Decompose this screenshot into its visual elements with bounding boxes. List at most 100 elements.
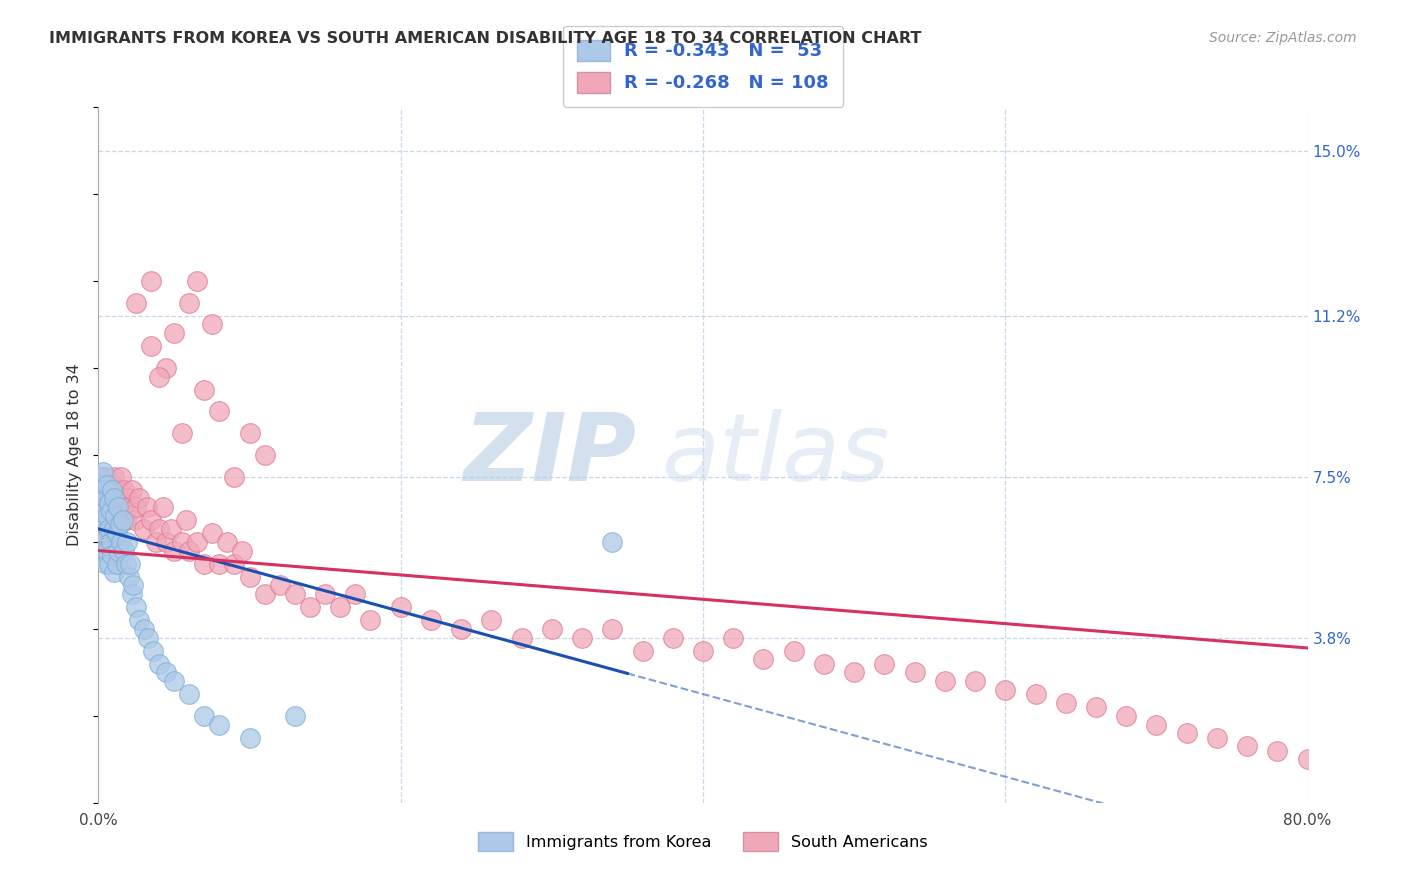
Point	[100, 534, 122, 549]
Point	[105, 557, 128, 571]
Point	[132, 522, 155, 536]
Point	[111, 500, 134, 514]
Point	[208, 717, 231, 731]
Point	[253, 587, 276, 601]
Point	[692, 643, 714, 657]
Point	[141, 513, 163, 527]
Point	[90, 513, 112, 527]
Point	[110, 534, 132, 549]
Text: atlas: atlas	[661, 409, 890, 500]
Point	[91, 500, 114, 514]
Point	[239, 570, 262, 584]
Point	[112, 543, 135, 558]
Point	[122, 578, 145, 592]
Point	[141, 339, 163, 353]
Point	[269, 578, 291, 592]
Y-axis label: Disability Age 18 to 34: Disability Age 18 to 34	[67, 364, 83, 546]
Point	[1054, 696, 1077, 710]
Point	[148, 657, 170, 671]
Point	[360, 613, 382, 627]
Point	[107, 513, 129, 527]
Point	[118, 570, 141, 584]
Point	[155, 665, 177, 680]
Point	[96, 543, 118, 558]
Point	[93, 491, 115, 506]
Point	[108, 517, 131, 532]
Point	[103, 491, 125, 506]
Point	[1206, 731, 1229, 745]
Point	[208, 557, 231, 571]
Point	[115, 534, 138, 549]
Point	[90, 478, 112, 492]
Point	[163, 674, 186, 689]
Point	[299, 600, 322, 615]
Point	[94, 500, 117, 514]
Point	[163, 543, 186, 558]
Point	[110, 469, 132, 483]
Point	[128, 491, 150, 506]
Point	[141, 274, 163, 288]
Point	[100, 543, 122, 558]
Point	[215, 534, 238, 549]
Point	[114, 557, 136, 571]
Point	[155, 360, 177, 375]
Point	[124, 513, 146, 527]
Point	[314, 587, 336, 601]
Point	[344, 587, 367, 601]
Point	[148, 369, 170, 384]
Point	[96, 508, 118, 523]
Point	[179, 543, 201, 558]
Point	[155, 534, 177, 549]
Point	[571, 631, 593, 645]
Point	[125, 600, 148, 615]
Point	[602, 534, 624, 549]
Point	[135, 500, 157, 514]
Point	[510, 631, 533, 645]
Point	[631, 643, 654, 657]
Point	[100, 504, 122, 518]
Point	[90, 513, 112, 527]
Point	[115, 491, 138, 506]
Point	[201, 526, 224, 541]
Point	[145, 534, 167, 549]
Point	[98, 557, 121, 571]
Point	[160, 522, 183, 536]
Point	[193, 557, 215, 571]
Point	[934, 674, 956, 689]
Point	[103, 522, 125, 536]
Point	[94, 491, 117, 506]
Point	[108, 500, 131, 514]
Point	[98, 522, 121, 536]
Point	[152, 500, 174, 514]
Point	[1024, 687, 1046, 701]
Point	[193, 383, 215, 397]
Point	[179, 687, 201, 701]
Point	[1085, 700, 1108, 714]
Point	[873, 657, 896, 671]
Point	[1236, 739, 1258, 754]
Point	[94, 557, 117, 571]
Point	[105, 526, 128, 541]
Point	[93, 543, 115, 558]
Point	[284, 587, 307, 601]
Point	[602, 622, 624, 636]
Point	[186, 274, 208, 288]
Legend: Immigrants from Korea, South Americans: Immigrants from Korea, South Americans	[472, 825, 934, 857]
Point	[107, 483, 129, 497]
Point	[94, 469, 117, 483]
Point	[121, 483, 143, 497]
Point	[101, 478, 124, 492]
Point	[93, 483, 115, 497]
Point	[101, 548, 124, 562]
Point	[1175, 726, 1198, 740]
Point	[96, 522, 118, 536]
Point	[101, 483, 124, 497]
Text: IMMIGRANTS FROM KOREA VS SOUTH AMERICAN DISABILITY AGE 18 TO 34 CORRELATION CHAR: IMMIGRANTS FROM KOREA VS SOUTH AMERICAN …	[49, 31, 921, 46]
Point	[148, 522, 170, 536]
Point	[93, 534, 115, 549]
Point	[170, 426, 193, 441]
Point	[813, 657, 835, 671]
Point	[101, 513, 124, 527]
Point	[120, 557, 142, 571]
Point	[107, 543, 129, 558]
